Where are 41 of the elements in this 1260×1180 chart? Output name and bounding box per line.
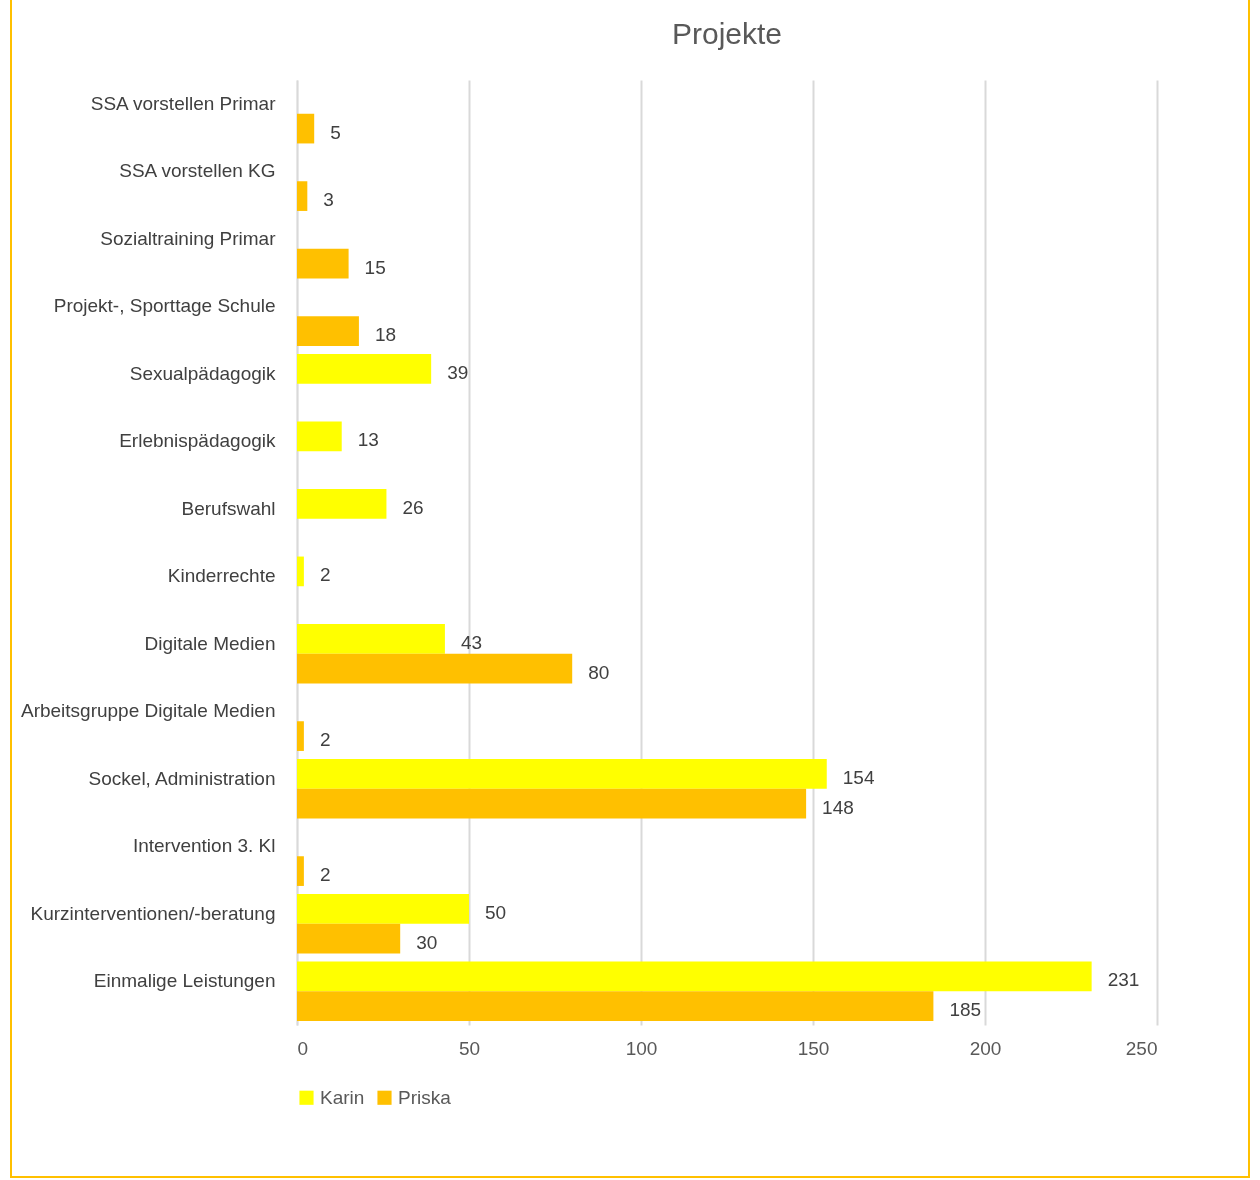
data-label: 2 [319, 864, 331, 886]
y-tick-label: Projekt-, Sporttage Schule [53, 295, 276, 317]
x-tick-label: 100 [625, 1037, 658, 1059]
y-tick-label: Arbeitsgruppe Digitale Medien [20, 700, 276, 722]
y-tick-label: SSA vorstellen Primar [90, 92, 277, 114]
y-tick-label: Sexualpädagogik [129, 362, 276, 384]
y-tick-label: Kinderrechte [167, 565, 276, 587]
y-tick-label: Digitale Medien [144, 632, 276, 654]
y-tick-label: Berufswahl [181, 497, 276, 519]
x-tick-label: 200 [969, 1037, 1002, 1059]
data-label: 26 [402, 496, 424, 518]
data-label: 30 [416, 931, 438, 953]
data-label: 2 [319, 729, 331, 751]
y-tick-label: Einmalige Leistungen [93, 970, 276, 992]
data-label: 185 [949, 999, 982, 1021]
x-tick-label: 50 [458, 1037, 481, 1059]
data-label: 154 [842, 766, 875, 788]
data-label: 18 [374, 324, 397, 346]
x-tick-label: 250 [1125, 1037, 1158, 1059]
x-tick-label: 150 [797, 1037, 830, 1059]
data-label: 5 [330, 121, 341, 143]
data-label: 3 [323, 189, 334, 211]
y-tick-label: Erlebnispädagogik [119, 430, 276, 452]
data-label: 80 [588, 661, 610, 683]
data-label: 39 [447, 361, 469, 383]
data-label: 148 [822, 796, 854, 818]
y-tick-label: Sockel, Administration [88, 767, 276, 789]
data-label: 50 [485, 901, 507, 923]
legend-label: Karin [320, 1086, 365, 1108]
y-tick-label: Intervention 3. Kl [132, 835, 276, 857]
chart-title: Projekte [671, 17, 783, 50]
y-tick-label: Sozialtraining Primar [100, 227, 277, 249]
data-label: 13 [357, 429, 379, 451]
data-label: 231 [1107, 969, 1140, 991]
data-label: 15 [364, 256, 386, 278]
x-tick-label: 0 [297, 1037, 309, 1059]
legend-label: Priska [398, 1086, 452, 1108]
data-label: 2 [319, 564, 331, 586]
y-tick-label: Kurzinterventionen/-beratung [30, 902, 276, 924]
y-tick-label: SSA vorstellen KG [119, 160, 276, 182]
data-label: 43 [460, 631, 483, 653]
